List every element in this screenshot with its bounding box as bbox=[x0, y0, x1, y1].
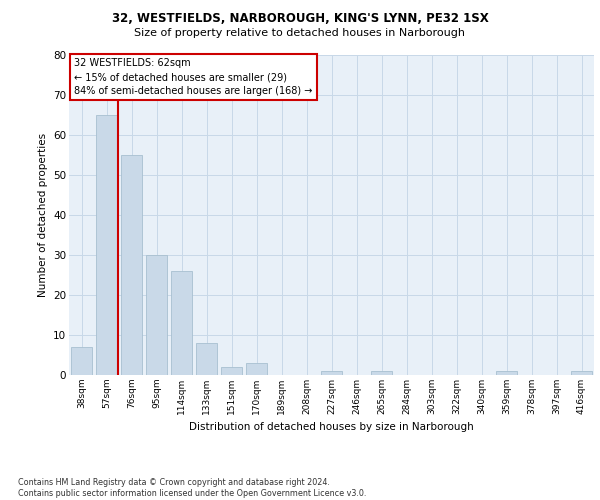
Bar bbox=[321, 371, 342, 375]
Bar bbox=[371, 371, 392, 375]
Bar bbox=[96, 115, 117, 375]
X-axis label: Distribution of detached houses by size in Narborough: Distribution of detached houses by size … bbox=[189, 422, 474, 432]
Bar bbox=[121, 155, 142, 375]
Bar bbox=[571, 371, 592, 375]
Bar bbox=[71, 347, 92, 375]
Text: 32, WESTFIELDS, NARBOROUGH, KING'S LYNN, PE32 1SX: 32, WESTFIELDS, NARBOROUGH, KING'S LYNN,… bbox=[112, 12, 488, 26]
Text: 32 WESTFIELDS: 62sqm
← 15% of detached houses are smaller (29)
84% of semi-detac: 32 WESTFIELDS: 62sqm ← 15% of detached h… bbox=[74, 58, 313, 96]
Text: Contains HM Land Registry data © Crown copyright and database right 2024.
Contai: Contains HM Land Registry data © Crown c… bbox=[18, 478, 367, 498]
Bar bbox=[146, 255, 167, 375]
Text: Size of property relative to detached houses in Narborough: Size of property relative to detached ho… bbox=[134, 28, 466, 38]
Bar bbox=[496, 371, 517, 375]
Bar bbox=[171, 271, 192, 375]
Bar bbox=[196, 343, 217, 375]
Bar bbox=[221, 367, 242, 375]
Bar bbox=[246, 363, 267, 375]
Y-axis label: Number of detached properties: Number of detached properties bbox=[38, 133, 47, 297]
